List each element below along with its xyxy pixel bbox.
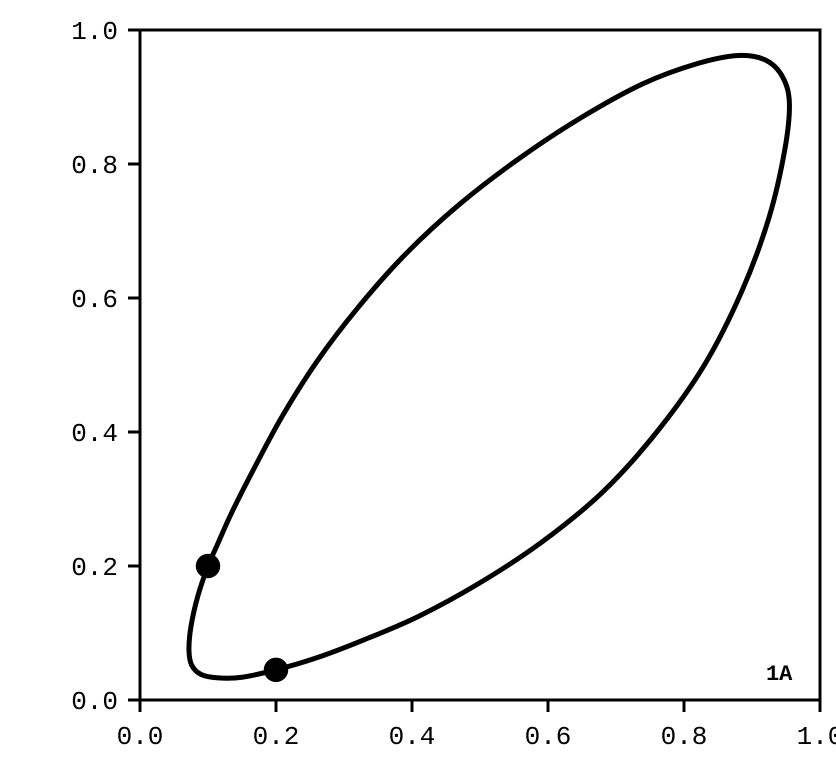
phase-plane-chart: 0.0 0.2 0.4 0.6 0.8 1.0 0.0 0.2 0.4 0.6 0.8 1.0 1A	[0, 0, 836, 781]
plot-frame	[140, 30, 820, 700]
limit-cycle-curve	[189, 55, 789, 678]
x-tick-label: 0.4	[389, 722, 436, 752]
y-tick-label: 1.0	[71, 17, 118, 47]
x-tick-label: 1.0	[797, 722, 836, 752]
x-tick-label: 0.2	[253, 722, 300, 752]
marker-point-b	[264, 658, 288, 682]
x-tick-label: 0.6	[525, 722, 572, 752]
y-tick-label: 0.8	[71, 151, 118, 181]
x-tick-label: 0.8	[661, 722, 708, 752]
y-tick-label: 0.6	[71, 285, 118, 315]
y-tick-label: 0.2	[71, 553, 118, 583]
x-tick-label: 0.0	[117, 722, 164, 752]
y-tick-label: 0.4	[71, 419, 118, 449]
marker-point-a	[196, 554, 220, 578]
y-tick-label: 0.0	[71, 687, 118, 717]
panel-label: 1A	[766, 662, 793, 687]
